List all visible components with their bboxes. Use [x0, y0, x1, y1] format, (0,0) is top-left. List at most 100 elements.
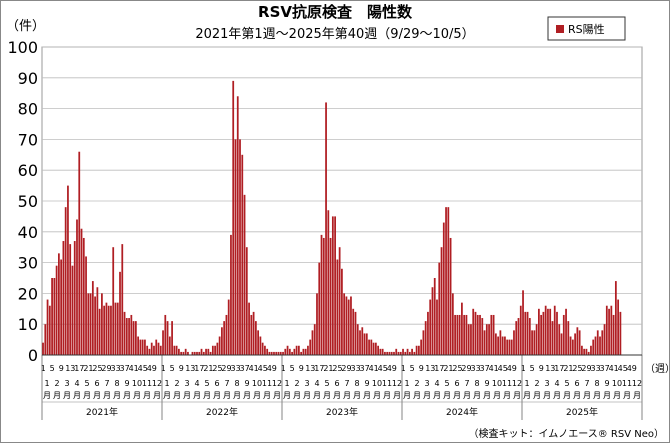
bar — [76, 219, 78, 355]
bar — [463, 314, 466, 355]
bar — [221, 327, 223, 355]
y-tick-label: 50 — [18, 192, 38, 211]
bar — [343, 293, 346, 355]
month-label: 6 — [574, 379, 579, 388]
month-suffix: 月 — [203, 391, 211, 400]
bar — [309, 339, 312, 355]
bar — [248, 302, 250, 355]
x-tick-label: 33 — [110, 364, 120, 373]
bar — [288, 348, 291, 355]
bar — [236, 96, 239, 355]
month-suffix: 月 — [333, 391, 341, 400]
x-tick-label: 5 — [50, 364, 55, 373]
bar — [121, 244, 124, 355]
x-tick-label: 13 — [185, 364, 195, 373]
bar — [612, 314, 615, 355]
month-suffix: 月 — [263, 391, 271, 400]
bar — [415, 345, 418, 355]
bar — [472, 308, 475, 355]
month-suffix: 月 — [103, 391, 111, 400]
bar — [177, 348, 180, 355]
month-label: 5 — [444, 379, 449, 388]
month-suffix: 月 — [413, 391, 421, 400]
x-tick-label: 13 — [65, 364, 75, 373]
month-label: 3 — [304, 379, 309, 388]
bar — [456, 314, 459, 355]
bar — [114, 302, 117, 355]
month-suffix: 月 — [453, 391, 461, 400]
bar — [225, 314, 228, 355]
bar — [347, 299, 350, 355]
x-tick-label: 17 — [554, 364, 564, 373]
bar — [128, 318, 130, 355]
bar — [250, 314, 253, 355]
bar — [137, 336, 140, 355]
month-label: 2 — [414, 379, 419, 388]
bar — [82, 237, 85, 355]
bar — [94, 296, 96, 355]
x-tick-label: 1 — [401, 364, 406, 373]
bar — [286, 345, 289, 355]
bar — [98, 308, 101, 355]
bar — [254, 321, 257, 355]
month-label: 5 — [84, 379, 89, 388]
month-suffix: 月 — [253, 391, 261, 400]
month-label: 11 — [502, 379, 512, 388]
bar — [445, 207, 447, 355]
x-tick-label: 33 — [470, 364, 480, 373]
month-label: 12 — [632, 379, 642, 388]
month-label: 9 — [124, 379, 129, 388]
bar — [442, 222, 445, 355]
bar — [182, 351, 185, 355]
month-label: 4 — [74, 379, 79, 388]
month-suffix: 月 — [473, 391, 481, 400]
month-label: 12 — [512, 379, 522, 388]
month-label: 1 — [44, 379, 49, 388]
month-label: 7 — [224, 379, 229, 388]
bar — [397, 351, 400, 355]
bar — [148, 348, 151, 355]
month-label: 5 — [564, 379, 569, 388]
month-label: 3 — [544, 379, 549, 388]
bar — [522, 290, 524, 355]
bar — [162, 330, 164, 355]
bar — [368, 339, 370, 355]
x-tick-label: 21 — [203, 364, 213, 373]
bar — [53, 278, 56, 355]
bar — [393, 351, 395, 355]
x-tick-label: 49 — [627, 364, 637, 373]
bar — [352, 308, 355, 355]
bar — [345, 296, 348, 355]
y-tick-label: 90 — [18, 69, 38, 88]
bar — [479, 314, 481, 355]
bar — [583, 348, 586, 355]
bar — [585, 348, 588, 355]
month-suffix: 月 — [403, 391, 411, 400]
bar — [51, 278, 53, 355]
bar — [223, 321, 226, 355]
bar — [370, 339, 373, 355]
month-suffix: 月 — [423, 391, 431, 400]
x-tick-label: 1 — [41, 364, 46, 373]
x-tick-label: 17 — [434, 364, 444, 373]
bar — [338, 247, 341, 355]
bar — [544, 305, 547, 355]
x-tick-label: 37 — [600, 364, 610, 373]
bar — [73, 241, 76, 355]
month-label: 6 — [454, 379, 459, 388]
bar — [504, 336, 506, 355]
bar — [374, 342, 377, 355]
bar — [406, 348, 409, 355]
month-suffix: 月 — [43, 391, 51, 400]
bar — [436, 299, 438, 355]
bar — [581, 345, 583, 355]
bar — [610, 305, 613, 355]
month-suffix: 月 — [213, 391, 221, 400]
bar — [454, 314, 456, 355]
month-label: 8 — [474, 379, 479, 388]
month-suffix: 月 — [613, 391, 621, 400]
bar — [384, 351, 386, 355]
bar — [402, 348, 404, 355]
x-tick-label: 49 — [507, 364, 517, 373]
